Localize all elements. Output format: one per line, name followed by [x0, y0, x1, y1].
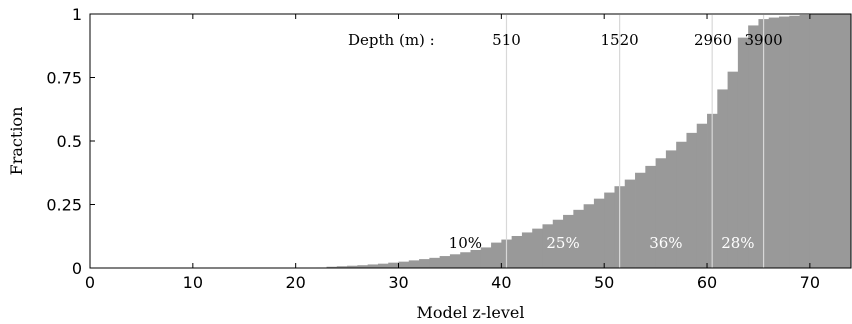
depth-label: 2960 [694, 31, 732, 49]
y-tick-label: 0.75 [46, 69, 82, 88]
y-tick-label: 0 [72, 259, 82, 278]
bar [460, 252, 471, 268]
y-tick-label: 0.25 [46, 196, 82, 215]
bar [676, 141, 687, 268]
bar [326, 266, 338, 268]
y-axis-title: Fraction [7, 107, 26, 176]
bar [840, 14, 852, 268]
bar [449, 254, 461, 268]
y-tick-label: 1 [72, 5, 82, 24]
x-tick-label: 30 [388, 273, 408, 292]
bar [583, 204, 595, 268]
bar [419, 259, 430, 268]
bar [624, 179, 636, 268]
bar [542, 224, 554, 268]
bar [686, 132, 698, 268]
bar [593, 198, 605, 268]
x-tick-label: 50 [594, 273, 614, 292]
percent-labels: 10% 25% 36% 28% [449, 234, 755, 252]
bar [799, 15, 811, 268]
depth-marker-lines [505, 15, 765, 268]
bar [820, 14, 831, 269]
depth-prefix-label: Depth (m) : [348, 31, 435, 49]
x-axis-title: Model z-level [417, 303, 525, 322]
bar [398, 261, 410, 268]
bar [552, 219, 564, 268]
x-tick-label: 20 [285, 273, 305, 292]
x-tick-label: 10 [183, 273, 203, 292]
bar [521, 232, 533, 268]
bar [388, 262, 399, 268]
bars-group [316, 14, 852, 269]
bar [429, 257, 441, 268]
bar [809, 14, 821, 269]
bar [377, 263, 389, 268]
depth-label: 510 [492, 31, 521, 49]
percent-label: 36% [649, 234, 682, 252]
bar [789, 15, 800, 268]
bar [357, 265, 369, 268]
x-tick-label: 70 [800, 273, 820, 292]
bar [696, 123, 708, 268]
bar [511, 235, 523, 268]
bar [439, 256, 451, 268]
bar [645, 165, 657, 268]
bar [779, 16, 790, 269]
bar [727, 71, 739, 269]
bar [491, 242, 502, 268]
bar [830, 14, 842, 268]
bar [480, 247, 492, 268]
percent-label: 10% [449, 234, 482, 252]
bar [532, 228, 543, 268]
bar [604, 192, 615, 268]
bar [748, 25, 759, 269]
x-tick-label: 0 [85, 273, 95, 292]
bar [563, 214, 574, 268]
bar [336, 266, 348, 268]
y-tick-label: 0.5 [57, 132, 82, 151]
depth-label: 3900 [744, 31, 782, 49]
bar [347, 265, 358, 268]
bar [367, 264, 379, 268]
x-tick-label: 40 [491, 273, 511, 292]
bar [573, 209, 585, 268]
axis-ticks: 0 10 20 30 40 50 60 70 0 0.25 0.5 0.75 1 [46, 5, 820, 292]
bar [408, 260, 420, 268]
depth-labels: 510 1520 2960 3900 [492, 31, 783, 49]
bar [665, 150, 677, 268]
bar [717, 89, 728, 268]
bar [737, 37, 749, 268]
bar [470, 249, 482, 268]
bar [768, 17, 780, 268]
percent-label: 28% [721, 234, 754, 252]
bar [655, 158, 667, 268]
x-tick-label: 60 [697, 273, 717, 292]
percent-label: 25% [546, 234, 579, 252]
bar [635, 172, 646, 268]
depth-label: 1520 [601, 31, 639, 49]
